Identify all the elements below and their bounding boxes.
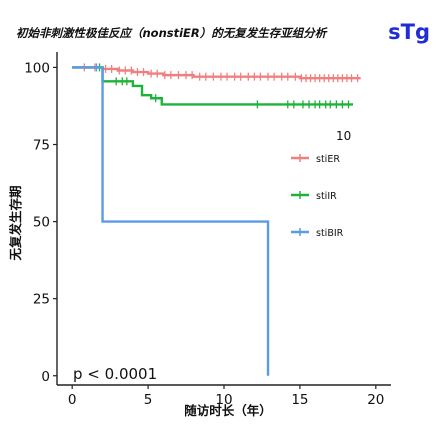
y-tick-label: 50 <box>33 215 50 231</box>
series-line-stiER <box>72 66 361 80</box>
series-layer <box>72 63 361 376</box>
y-tick-label: 75 <box>33 138 50 154</box>
p-value-annotation: p < 0.0001 <box>73 365 157 383</box>
y-axis-title: 无复发生存期 <box>8 185 23 261</box>
legend-title: 10 <box>336 129 351 143</box>
plot-area: 0 25 50 75 100 0 5 10 15 20 <box>24 52 391 408</box>
y-tick-label: 100 <box>24 60 50 76</box>
x-tick-label: 0 <box>68 392 77 408</box>
chart-title: 初始非刺激性极佳反应（nonstiER）的无复发生存亚组分析 <box>16 26 328 40</box>
x-axis-title: 随访时长（年） <box>184 403 272 418</box>
series-line-stiBIR <box>72 66 270 376</box>
x-ticks: 0 5 10 15 20 <box>68 385 384 408</box>
legend: 10 stiER stiIR stiBIR <box>291 129 351 239</box>
corner-tag: sTg <box>388 20 430 44</box>
y-tick-label: 0 <box>41 369 50 385</box>
x-tick-label: 15 <box>291 392 308 408</box>
legend-label-stiER: stiER <box>316 154 340 165</box>
x-tick-label: 20 <box>367 392 384 408</box>
y-tick-label: 25 <box>33 292 50 308</box>
y-ticks: 0 25 50 75 100 <box>24 60 57 385</box>
series-line-stiIR <box>72 66 354 106</box>
x-tick-label: 10 <box>215 392 232 408</box>
legend-label-stiBIR: stiBIR <box>316 228 344 239</box>
legend-label-stiIR: stiIR <box>316 191 337 202</box>
x-tick-label: 5 <box>144 392 153 408</box>
